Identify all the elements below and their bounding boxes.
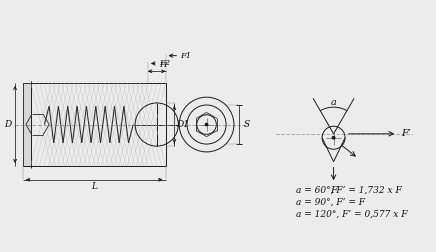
Text: a = 60°, F’ = 1,732 x F: a = 60°, F’ = 1,732 x F <box>296 186 402 195</box>
Text: L: L <box>91 182 97 191</box>
Text: S: S <box>244 120 250 129</box>
Circle shape <box>332 136 335 139</box>
Text: F: F <box>330 185 337 195</box>
Text: D1: D1 <box>177 120 190 129</box>
Text: F’: F’ <box>401 129 411 138</box>
Circle shape <box>205 123 208 126</box>
Text: a = 90°, F’ = F: a = 90°, F’ = F <box>296 198 365 207</box>
Text: H: H <box>159 61 166 69</box>
Text: F1: F1 <box>181 52 191 60</box>
Text: a = 120°, F’ = 0,577 x F: a = 120°, F’ = 0,577 x F <box>296 209 408 218</box>
Text: a: a <box>330 98 337 107</box>
Text: D: D <box>5 120 12 129</box>
Text: F2: F2 <box>159 59 170 68</box>
